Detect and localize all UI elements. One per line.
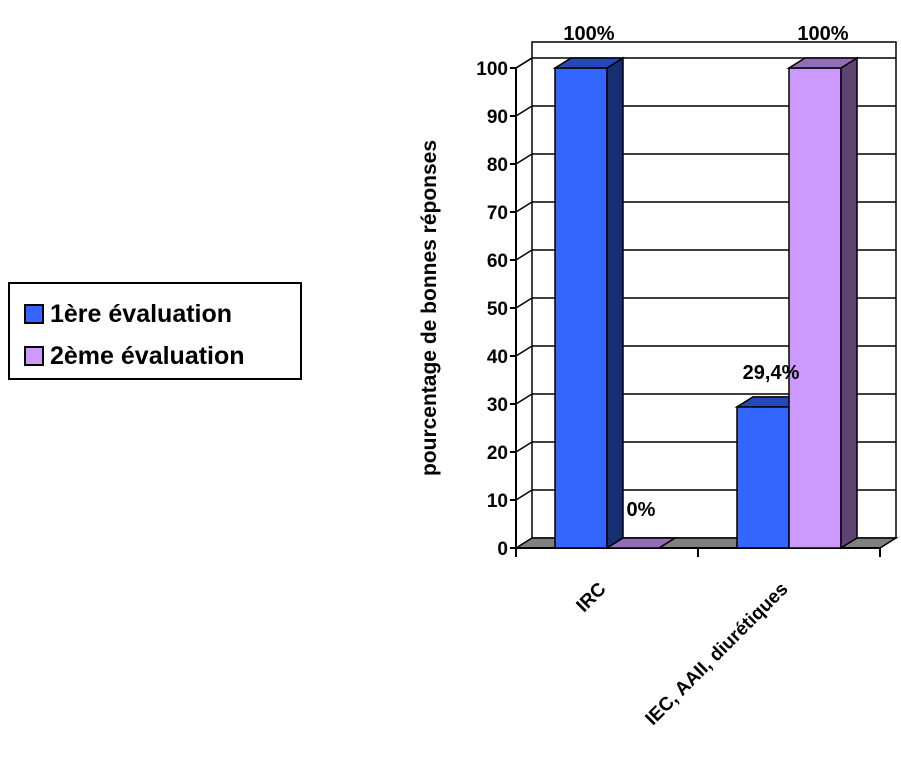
x-ticks [515, 548, 881, 557]
gridline-depth [515, 249, 533, 261]
bar-front [554, 67, 608, 549]
category-label: IEC, AAII, diurétiques [642, 579, 793, 730]
gridline-depth [515, 201, 533, 213]
legend-swatch-series-2 [24, 346, 44, 366]
bars [552, 56, 860, 550]
bar-front [788, 67, 842, 549]
y-tick-label: 60 [487, 251, 508, 272]
legend-swatch-series-1 [24, 304, 44, 324]
legend-item-series-1: 1ère évaluation [24, 298, 232, 330]
gridline-depth [515, 105, 533, 117]
y-tick-label: 90 [487, 107, 508, 128]
y-tick-label: 0 [497, 539, 508, 560]
category-labels: IRC IEC, AAII, diurétiques [573, 578, 793, 729]
y-tick-label: 70 [487, 203, 508, 224]
bar [552, 56, 626, 550]
gridline-depth [515, 345, 533, 357]
bar-top [604, 537, 678, 549]
y-axis-title: pourcentage de bonnes réponses [418, 140, 441, 476]
bar [786, 56, 860, 550]
gridline-depth [515, 441, 533, 453]
data-labels: 100% 0% 29,4% 100% [563, 23, 848, 521]
data-label: 29,4% [743, 362, 800, 384]
legend-label-series-2: 2ème évaluation [50, 341, 245, 370]
data-label: 100% [797, 23, 848, 45]
wall-edge-line [515, 57, 533, 69]
y-tick-label: 30 [487, 395, 508, 416]
y-tick-label: 80 [487, 155, 508, 176]
gridline-depth [515, 297, 533, 309]
gridline-depth [515, 153, 533, 165]
legend-label-series-1: 1ère évaluation [50, 299, 233, 328]
bar-side [606, 56, 624, 550]
category-label: IRC [573, 578, 611, 616]
bar-front [736, 406, 790, 549]
y-tick-label: 10 [487, 491, 508, 512]
bar [604, 537, 678, 549]
y-ticks: 0 10 20 30 40 50 60 70 80 90 100 [476, 59, 516, 560]
bar-top [786, 57, 860, 69]
gridline-depth [515, 393, 533, 405]
y-tick-label: 100 [476, 59, 508, 80]
bar-side [840, 56, 858, 550]
y-tick-label: 40 [487, 347, 508, 368]
y-tick-label: 50 [487, 299, 508, 320]
data-label: 100% [563, 23, 614, 45]
y-tick-label: 20 [487, 443, 508, 464]
data-label: 0% [627, 499, 656, 521]
bar-top [552, 57, 626, 69]
gridline-depth [515, 489, 533, 501]
legend: 1ère évaluation 2ème évaluation [8, 282, 302, 380]
legend-item-series-2: 2ème évaluation [24, 340, 245, 372]
